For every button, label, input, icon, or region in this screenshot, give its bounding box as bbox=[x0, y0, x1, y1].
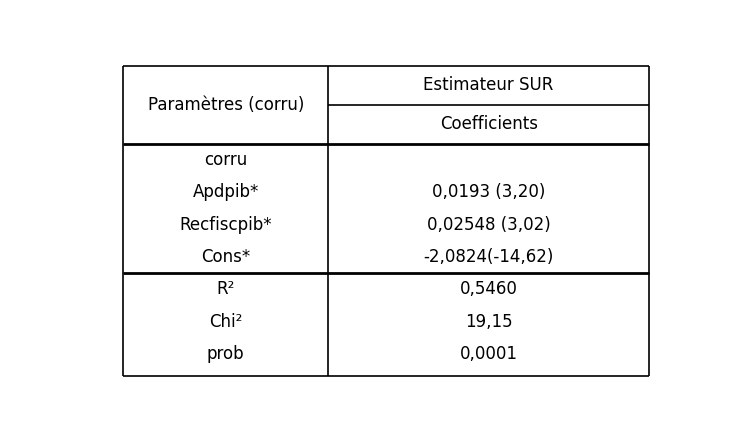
Text: Chi²: Chi² bbox=[209, 313, 243, 331]
Text: R²: R² bbox=[216, 280, 235, 298]
Text: Apdpib*: Apdpib* bbox=[192, 183, 259, 201]
Text: 0,5460: 0,5460 bbox=[460, 280, 518, 298]
Text: Coefficients: Coefficients bbox=[440, 115, 538, 133]
Text: 19,15: 19,15 bbox=[465, 313, 513, 331]
Text: Cons*: Cons* bbox=[201, 248, 250, 266]
Text: prob: prob bbox=[207, 345, 244, 363]
Text: Estimateur SUR: Estimateur SUR bbox=[424, 77, 554, 95]
Text: corru: corru bbox=[204, 151, 247, 169]
Text: -2,0824(-14,62): -2,0824(-14,62) bbox=[424, 248, 554, 266]
Text: Recfiscpib*: Recfiscpib* bbox=[179, 215, 272, 233]
Text: 0,02548 (3,02): 0,02548 (3,02) bbox=[427, 215, 550, 233]
Text: 0,0193 (3,20): 0,0193 (3,20) bbox=[432, 183, 545, 201]
Text: Paramètres (corru): Paramètres (corru) bbox=[148, 96, 304, 114]
Text: 0,0001: 0,0001 bbox=[460, 345, 518, 363]
